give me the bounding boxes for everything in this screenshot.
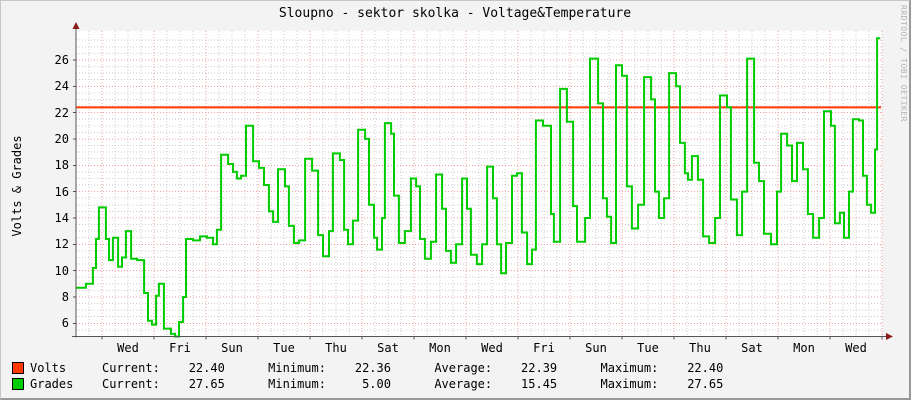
y-axis-arrow-icon bbox=[72, 22, 80, 29]
volts-legend-stats: Current: 22.40 Minimum: 22.36 Average: 2… bbox=[102, 361, 724, 375]
x-tick-label: Mon bbox=[429, 341, 451, 355]
graph-title: Sloupno - sektor skolka - Voltage&Temper… bbox=[278, 6, 632, 21]
volts-legend-label: Volts bbox=[30, 361, 67, 375]
y-tick-label: 10 bbox=[54, 263, 69, 278]
legend: Volts Current: 22.40 Minimum: 22.36 Aver… bbox=[12, 360, 723, 392]
legend-row-volts: Volts Current: 22.40 Minimum: 22.36 Aver… bbox=[12, 360, 723, 376]
y-tick-label: 16 bbox=[54, 184, 69, 199]
x-tick-label: Sat bbox=[377, 341, 399, 355]
x-tick-label: Thu bbox=[689, 341, 711, 355]
grades-legend-label: Grades bbox=[30, 377, 74, 391]
volts-color-swatch bbox=[12, 362, 24, 374]
grades-legend-stats: Current: 27.65 Minimum: 5.00 Average: 15… bbox=[102, 377, 724, 391]
y-tick-label: 20 bbox=[54, 131, 69, 146]
x-tick-label: Tue bbox=[273, 341, 295, 355]
y-tick-label: 8 bbox=[61, 289, 69, 304]
rrdtool-watermark: RRDTOOL / TOBI OETIKER bbox=[899, 5, 908, 122]
x-tick-label: Wed bbox=[117, 341, 139, 355]
x-tick-label: Fri bbox=[169, 341, 191, 355]
x-tick-label: Thu bbox=[325, 341, 347, 355]
x-tick-label: Wed bbox=[845, 341, 867, 355]
legend-row-grades: Grades Current: 27.65 Minimum: 5.00 Aver… bbox=[12, 376, 723, 392]
y-tick-label: 14 bbox=[54, 210, 69, 225]
grades-line bbox=[76, 37, 881, 338]
x-tick-label: Sun bbox=[221, 341, 243, 355]
grades-color-swatch bbox=[12, 378, 24, 390]
x-tick-label: Mon bbox=[793, 341, 815, 355]
y-tick-label: 6 bbox=[61, 316, 69, 331]
x-tick-label: Fri bbox=[533, 341, 555, 355]
x-tick-label: Sun bbox=[585, 341, 607, 355]
x-axis-arrow-icon bbox=[886, 333, 893, 340]
y-tick-label: 18 bbox=[54, 158, 69, 173]
y-tick-label: 12 bbox=[54, 237, 69, 252]
y-tick-label: 26 bbox=[54, 52, 69, 67]
x-tick-label: Wed bbox=[481, 341, 503, 355]
y-tick-label: 22 bbox=[54, 105, 69, 120]
y-tick-label: 24 bbox=[54, 79, 69, 94]
x-tick-label: Sat bbox=[741, 341, 763, 355]
x-tick-label: Tue bbox=[637, 341, 659, 355]
